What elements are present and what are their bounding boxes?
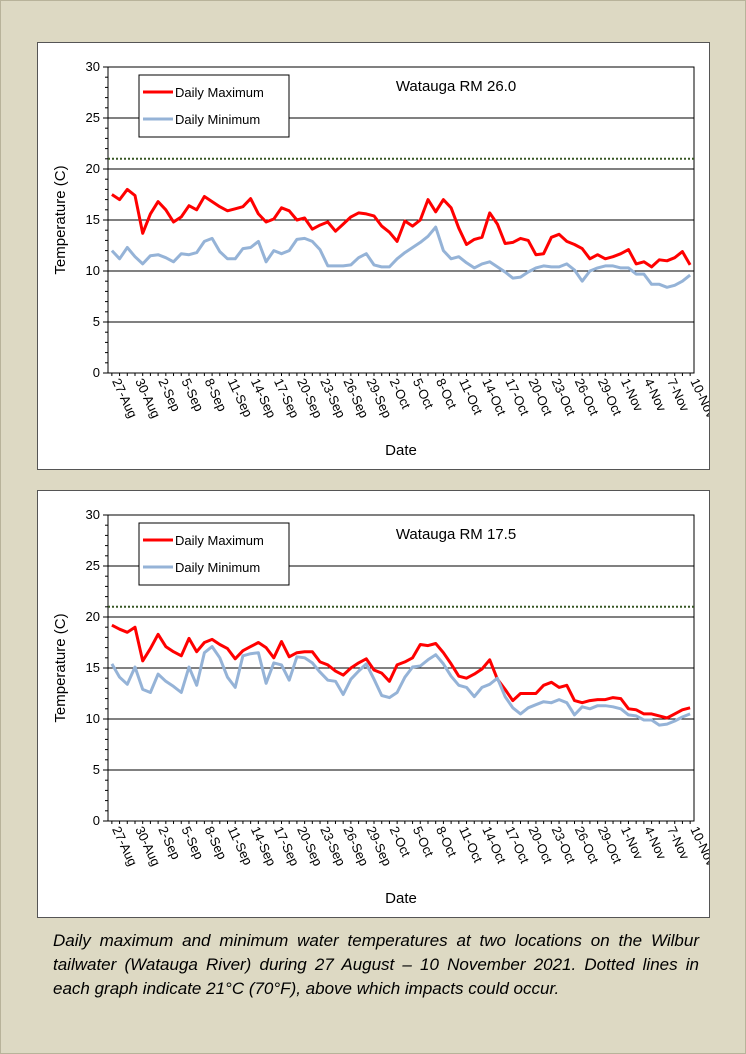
chart: 05101520253027-Aug30-Aug2-Sep5-Sep8-Sep1…	[52, 507, 719, 907]
y-tick-label: 5	[93, 762, 100, 777]
y-tick-label: 25	[86, 558, 100, 573]
plot-frame	[107, 514, 695, 822]
caption: Daily maximum and minimum water temperat…	[53, 931, 699, 998]
y-tick-label: 30	[86, 507, 100, 522]
chart-panel: 0 5 10 15 20 25 30 27-Aug 30-Aug 2-Sep 5-Sep 8-Sep 1…	[37, 42, 719, 470]
y-axis-label: Temperature (C)	[52, 165, 69, 274]
series-line	[111, 623, 691, 720]
y-tick-label: 25	[86, 110, 100, 125]
legend-label: Daily Maximum	[175, 533, 264, 548]
y-tick-label: 20	[86, 161, 100, 176]
y-axis-label: Temperature (C)	[52, 613, 69, 722]
y-tick-label: 20	[86, 609, 100, 624]
legend-box	[138, 522, 290, 586]
x-tick-label: 10-Nov	[687, 824, 709, 869]
x-axis-label: Date	[385, 890, 417, 907]
y-tick-label: 0	[93, 813, 100, 828]
chart: 05101520253027-Aug30-Aug2-Sep5-Sep8-Sep1…	[52, 59, 719, 459]
series-line	[110, 645, 691, 727]
chart-panel: 0 5 10 15 20 25 30 27-Aug 30-Aug 2-Sep 5-Sep 8-Sep 1…	[37, 490, 719, 918]
series-line	[110, 225, 692, 289]
series-line	[111, 187, 692, 269]
chart-title: Watauga RM 17.5	[396, 526, 516, 543]
legend-label: Daily Maximum	[175, 85, 264, 100]
chart-title: Watauga RM 26.0	[396, 78, 516, 95]
legend-label: Daily Minimum	[175, 112, 260, 127]
y-tick-label: 15	[86, 212, 100, 227]
y-tick-label: 0	[93, 365, 100, 380]
x-axis-label: Date	[385, 442, 417, 459]
legend-box	[138, 74, 290, 138]
x-tick-label: 10-Nov	[687, 376, 709, 421]
legend-label: Daily Minimum	[175, 560, 260, 575]
y-tick-label: 30	[86, 59, 100, 74]
y-tick-label: 10	[86, 263, 100, 278]
plot-frame	[107, 66, 695, 374]
y-tick-label: 5	[93, 314, 100, 329]
y-tick-label: 10	[86, 711, 100, 726]
y-tick-label: 15	[86, 660, 100, 675]
